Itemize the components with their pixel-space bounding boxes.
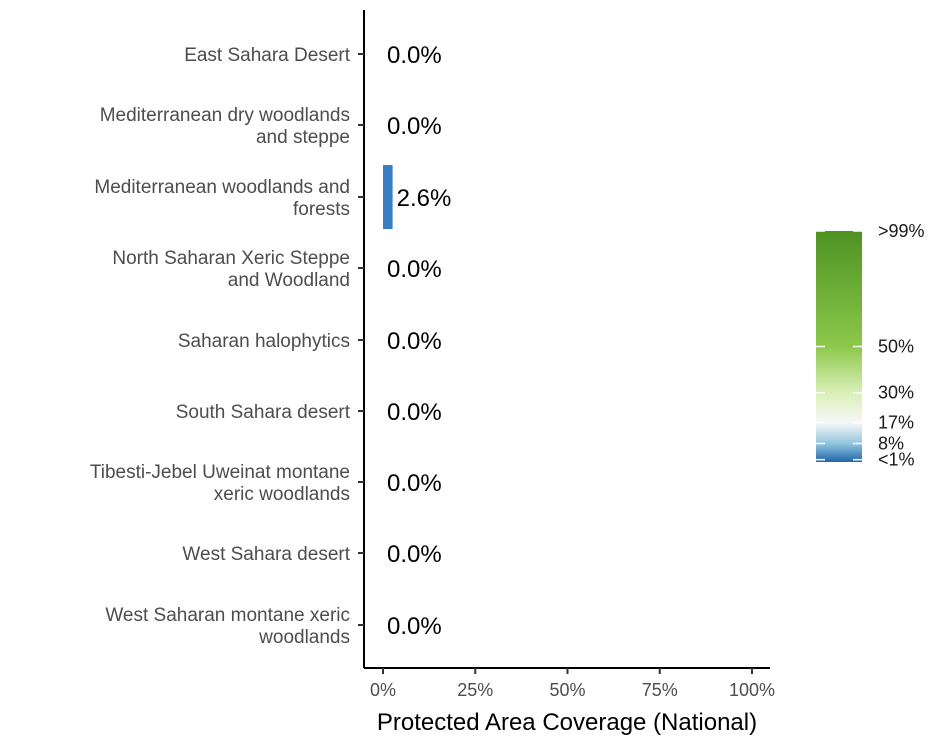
value-label: 0.0% <box>387 328 442 355</box>
colorbar-label: 8% <box>878 434 904 454</box>
colorbar-label: 30% <box>878 383 914 403</box>
category-label-line: North Saharan Xeric Steppe <box>112 248 350 269</box>
category-label-line: Tibesti-Jebel Uweinat montane <box>90 462 350 483</box>
colorbar-label: 17% <box>878 413 914 433</box>
category-label-line: West Saharan montane xeric <box>105 605 350 626</box>
value-label: 2.6% <box>397 185 452 212</box>
category-label-line: and steppe <box>256 127 350 148</box>
value-label: 0.0% <box>387 470 442 497</box>
category-label: Saharan halophytics <box>178 331 350 352</box>
bar <box>383 165 393 229</box>
colorbar-legend: >99% 50% 30% 17%8%<1% <box>816 221 925 470</box>
x-tick-label: 0% <box>370 680 396 700</box>
value-label: 0.0% <box>387 399 442 426</box>
category-label: West Saharan montane xeric woodlands <box>105 605 350 648</box>
category-label-line: West Sahara desert <box>182 544 350 565</box>
category-label-line: forests <box>293 199 350 220</box>
category-label-line: Mediterranean woodlands and <box>94 177 350 198</box>
colorbar-label: 50% <box>878 337 914 357</box>
category-label-line: xeric woodlands <box>214 484 350 505</box>
category-label: North Saharan Xeric Steppe and Woodland <box>112 248 350 291</box>
category-label-line: Mediterranean dry woodlands <box>100 105 350 126</box>
value-label: 0.0% <box>387 113 442 140</box>
category-label: Mediterranean dry woodlands and steppe <box>100 105 350 148</box>
category-label: West Sahara desert <box>182 544 350 565</box>
value-label: 0.0% <box>387 541 442 568</box>
category-label: South Sahara desert <box>176 402 351 423</box>
value-label: 0.0% <box>387 256 442 283</box>
colorbar-label: >99% <box>878 221 925 241</box>
colorbar-label: <1% <box>878 450 915 470</box>
x-tick-label: 75% <box>642 680 678 700</box>
value-label: 0.0% <box>387 613 442 640</box>
x-axis-title: Protected Area Coverage (National) <box>377 709 757 736</box>
category-label: Mediterranean woodlands and forests <box>94 177 350 220</box>
x-tick-label: 25% <box>457 680 493 700</box>
category-label-line: and Woodland <box>228 270 350 291</box>
category-label-line: woodlands <box>258 627 350 648</box>
bars-group: 0.0% 0.0% 2.6% 0.0% 0.0% 0.0% 0.0% 0.0% 0.0% <box>383 42 451 640</box>
category-label-line: South Sahara desert <box>176 402 351 423</box>
y-axis: East Sahara Desert Mediterranean dry wood… <box>90 10 365 668</box>
x-tick-label: 100% <box>729 680 775 700</box>
category-label-line: East Sahara Desert <box>184 45 351 66</box>
category-label-line: Saharan halophytics <box>178 331 350 352</box>
category-label: Tibesti-Jebel Uweinat montane xeric woodl… <box>90 462 350 505</box>
category-label: East Sahara Desert <box>184 45 351 66</box>
x-tick-label: 50% <box>549 680 585 700</box>
value-label: 0.0% <box>387 42 442 69</box>
x-axis: 0% 25% 50% 75% 100% <box>364 667 775 700</box>
